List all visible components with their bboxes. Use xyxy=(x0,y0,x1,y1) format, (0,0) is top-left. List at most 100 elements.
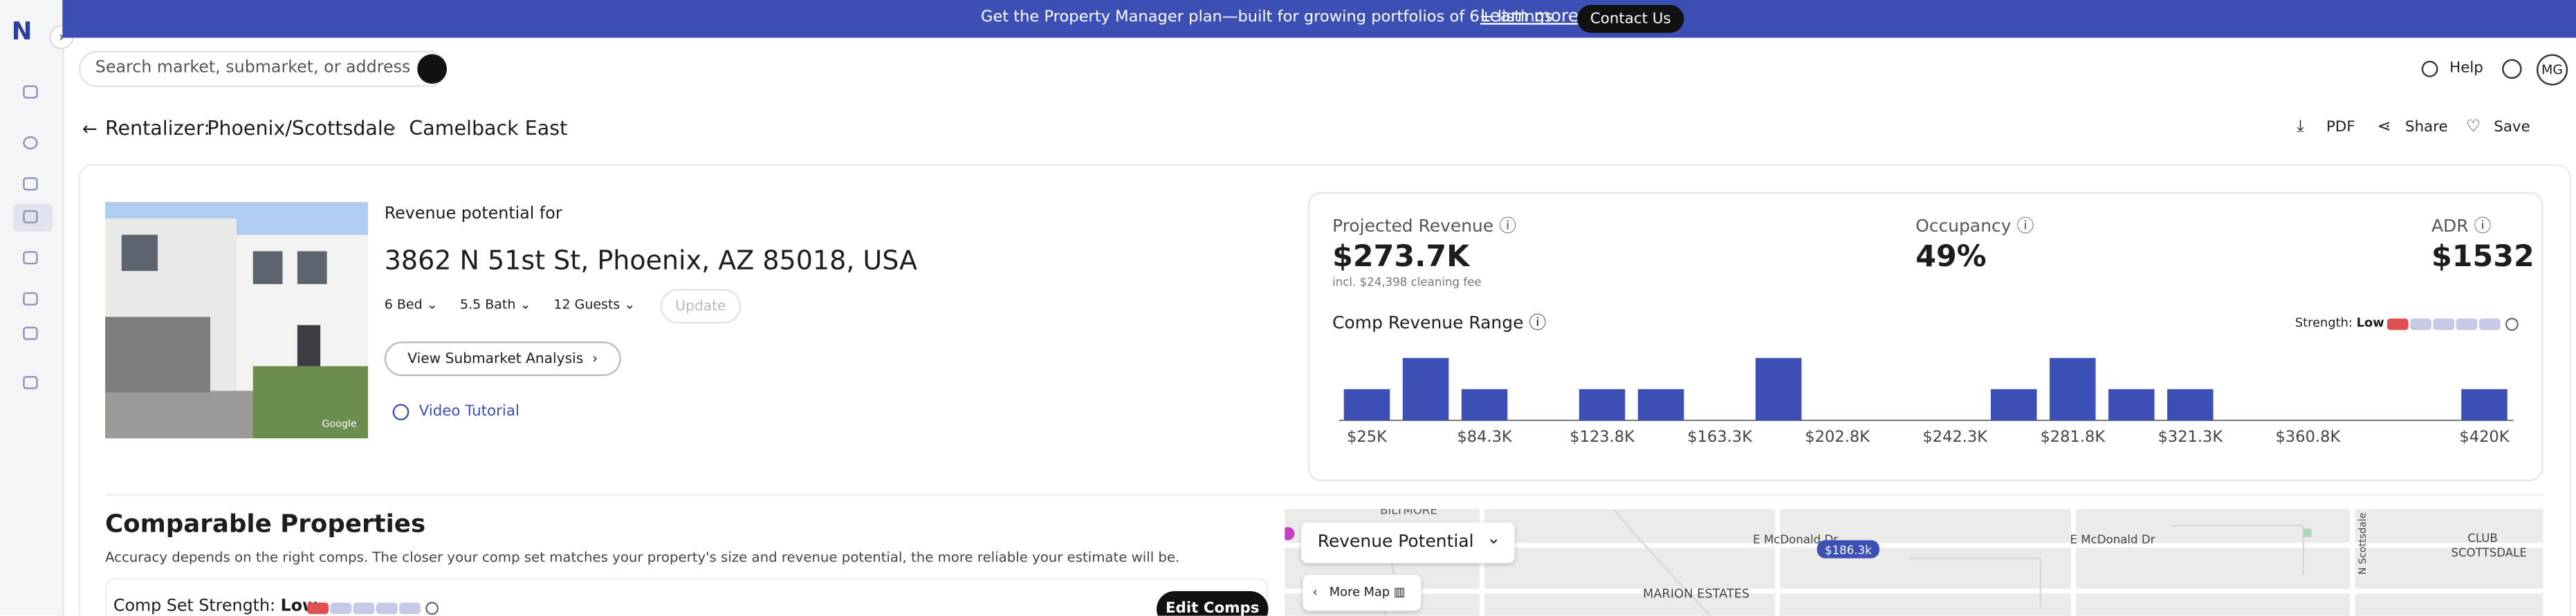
comp-set-card xyxy=(105,578,1269,616)
bar xyxy=(1461,389,1508,420)
search-placeholder: Search market, submarket, or address xyxy=(95,59,411,77)
x-tick-label: $163.3K xyxy=(1687,428,1753,446)
metric-label: Occupancy ⓘ xyxy=(1915,216,2034,236)
nav-icon[interactable] xyxy=(23,326,38,340)
x-tick-label: $281.8K xyxy=(2040,428,2106,446)
sidebar xyxy=(0,0,64,616)
map-label: SCOTTSDALE xyxy=(2451,546,2527,559)
guests-dropdown[interactable]: 12 Guests ⌄ xyxy=(553,297,636,312)
comp-strength-meter xyxy=(307,601,439,615)
help-link[interactable]: Help xyxy=(2449,60,2483,77)
metric-label: ADR ⓘ xyxy=(2431,216,2492,236)
nav-icon[interactable] xyxy=(23,177,38,191)
search-button[interactable] xyxy=(417,54,447,84)
property-image: Google xyxy=(105,202,368,439)
banner-text: Get the Property Manager plan—built for … xyxy=(980,8,1553,26)
bar xyxy=(2167,389,2214,420)
dropdown-caret: ⌄ xyxy=(1487,530,1501,549)
nav-icon[interactable] xyxy=(23,251,38,265)
nav-icon[interactable] xyxy=(23,136,38,150)
beds: 6 Bed xyxy=(384,297,423,312)
metric-value: $1532 xyxy=(2431,239,2534,274)
map-label: E McDonald Dr xyxy=(2070,533,2155,546)
more-map-text: ‹ More Map ▥ xyxy=(1312,584,1406,599)
map-label: BILTMORE xyxy=(1380,509,1437,516)
breadcrumb-item[interactable]: Phoenix/Scottsdale xyxy=(207,116,396,140)
metric-value: 49% xyxy=(1915,239,1987,274)
bar xyxy=(1991,389,2037,420)
update-button[interactable]: Update xyxy=(660,289,742,324)
more-map-button[interactable] xyxy=(1303,575,1422,611)
bar xyxy=(2050,357,2096,420)
metric-label: Projected Revenue ⓘ xyxy=(1332,216,1517,236)
nav-icon[interactable] xyxy=(23,210,38,223)
range-title: Comp Revenue Range ⓘ xyxy=(1332,313,1547,334)
guests: 12 Guests xyxy=(553,297,620,312)
metric-label-text: ADR xyxy=(2431,216,2469,236)
language-icon[interactable] xyxy=(2502,59,2522,79)
nav-active xyxy=(13,203,53,232)
x-tick-label: $123.8K xyxy=(1570,428,1635,446)
share-icon: ⋖ xyxy=(2377,118,2391,137)
bar xyxy=(1579,389,1626,420)
avatar[interactable]: MG xyxy=(2537,54,2568,86)
nav-icon[interactable] xyxy=(23,375,38,389)
map-layer-text: Revenue Potential xyxy=(1317,532,1474,552)
price-pin[interactable] xyxy=(1816,540,1879,559)
x-tick-label: $321.3K xyxy=(2158,428,2224,446)
map-label: E McDonald Dr xyxy=(1753,533,1838,546)
back-arrow[interactable]: ← xyxy=(82,118,98,140)
pdf-icon: ⤓ xyxy=(2297,118,2304,137)
range-title-text: Comp Revenue Range xyxy=(1332,313,1524,334)
nav-icon[interactable] xyxy=(23,85,38,99)
strength: Strength: Low xyxy=(2295,317,2384,329)
map-label: CLUB xyxy=(2467,532,2498,545)
main-card xyxy=(79,164,2571,616)
price-pin-label: $186.3k xyxy=(1825,544,1872,557)
metric-note: incl. $24,398 cleaning fee xyxy=(1332,276,1482,289)
baths-dropdown[interactable]: 5.5 Bath ⌄ xyxy=(460,297,531,312)
save-action[interactable]: Save xyxy=(2494,120,2530,137)
submarket-button[interactable]: View Submarket Analysis › xyxy=(384,342,621,376)
breadcrumb-item[interactable]: Rentalizer: xyxy=(105,116,210,140)
banner-link[interactable]: Learn more xyxy=(1480,6,1579,26)
share-action[interactable]: Share xyxy=(2405,120,2448,137)
x-tick-label: $202.8K xyxy=(1805,428,1870,446)
bar xyxy=(1637,389,1684,420)
x-tick-label: $360.8K xyxy=(2276,428,2342,446)
more-map-label: More Map xyxy=(1329,584,1390,599)
map-label: MARION ESTATES xyxy=(1643,587,1749,601)
comp-set-strength: Comp Set Strength: Low xyxy=(113,599,318,616)
bar xyxy=(1402,357,1449,420)
revenue-label: Revenue potential for xyxy=(384,205,562,223)
metrics-card xyxy=(1307,192,2543,481)
bar xyxy=(1755,357,1802,420)
nav-icon[interactable] xyxy=(23,292,38,306)
comparables-title: Comparable Properties xyxy=(105,509,426,539)
bar xyxy=(2108,389,2155,420)
contact-button[interactable]: Contact Us xyxy=(1577,5,1684,33)
bar xyxy=(1343,389,1390,420)
x-tick-label: $420K xyxy=(2459,428,2510,446)
divider xyxy=(105,494,2543,496)
metric-label-text: Projected Revenue xyxy=(1332,216,1494,236)
logo: N xyxy=(11,16,33,46)
breadcrumb-item[interactable]: Camelback East xyxy=(409,116,568,140)
strength-meter xyxy=(2386,317,2519,331)
metric-value: $273.7K xyxy=(1332,239,1470,274)
revenue-histogram: $25K $84.3K $123.8K $163.3K $202.8K $242.3K $2… xyxy=(1338,357,2514,446)
strength-value: Low xyxy=(2356,315,2384,330)
help-icon xyxy=(2421,60,2438,77)
pdf-action[interactable]: PDF xyxy=(2326,120,2355,137)
map-layer-dropdown[interactable] xyxy=(1301,522,1515,563)
bar xyxy=(2461,389,2508,420)
beds-dropdown[interactable]: 6 Bed ⌄ xyxy=(384,297,438,312)
video-link[interactable]: Video Tutorial xyxy=(418,404,519,420)
address: 3862 N 51st St, Phoenix, AZ 85018, USA xyxy=(384,244,918,276)
baths: 5.5 Bath xyxy=(460,297,516,312)
comp-set-label: Comp Set Strength: xyxy=(113,597,276,616)
image-credit: Google xyxy=(322,419,357,430)
banner xyxy=(62,0,2576,38)
edit-comps-button[interactable]: Edit Comps xyxy=(1157,591,1269,616)
